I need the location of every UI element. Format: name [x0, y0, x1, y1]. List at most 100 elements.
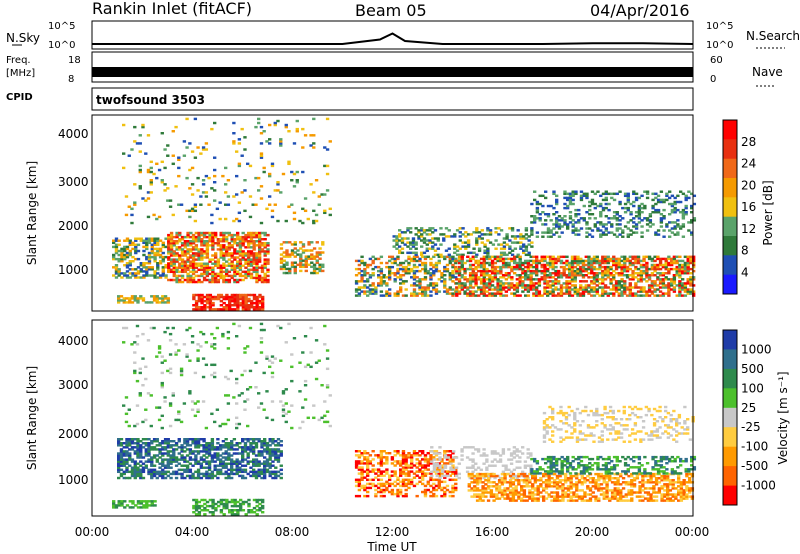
heatmap-cell [117, 239, 121, 242]
heatmap-cell [133, 474, 137, 478]
heatmap-cell [463, 269, 467, 273]
heatmap-cell [526, 274, 531, 277]
heatmap-cell [620, 278, 624, 281]
heatmap-cell [615, 229, 619, 232]
heatmap-cell [681, 282, 685, 285]
heatmap-cell [128, 442, 132, 445]
heatmap-cell [183, 456, 187, 459]
heatmap-cell [590, 269, 594, 273]
heatmap-cell [315, 253, 319, 256]
heatmap-cell [673, 211, 677, 214]
heatmap-cell [244, 293, 248, 297]
heatmap-cell [474, 272, 478, 275]
heatmap-cell [670, 257, 674, 261]
heatmap-cell [529, 276, 533, 279]
heatmap-cell [258, 498, 262, 502]
heatmap-cell [199, 462, 204, 465]
heatmap-cell [568, 202, 573, 206]
heatmap-cell [415, 294, 419, 297]
heatmap-cell [654, 231, 658, 234]
heatmap-cell [238, 244, 243, 247]
heatmap-cell [169, 233, 174, 237]
heatmap-cell [158, 255, 163, 259]
heatmap-cell [363, 286, 367, 289]
heatmap-cell [114, 506, 119, 509]
heatmap-cell [518, 257, 522, 261]
heatmap-cell [205, 456, 209, 459]
heatmap-cell [200, 299, 204, 303]
heatmap-cell [458, 239, 462, 242]
heatmap-cell [261, 301, 265, 305]
heatmap-cell [568, 267, 572, 271]
heatmap-cell [185, 209, 189, 213]
heatmap-cell [689, 276, 693, 279]
heatmap-cell [401, 494, 406, 498]
heatmap-cell [279, 440, 283, 443]
heatmap-cell [312, 142, 316, 145]
heatmap-cell [188, 444, 193, 447]
heatmap-cell [640, 194, 644, 198]
heatmap-cell [139, 476, 143, 480]
heatmap-cell [412, 282, 417, 285]
heatmap-cell [471, 272, 475, 275]
heatmap-cell [670, 221, 675, 224]
heatmap-cell [161, 243, 165, 247]
heatmap-cell [255, 231, 259, 235]
heatmap-cell [623, 206, 628, 210]
heatmap-cell [254, 474, 259, 478]
heatmap-cell [169, 238, 174, 241]
heatmap-cell [499, 229, 504, 232]
heatmap-cell [156, 249, 160, 253]
heatmap-cell [681, 265, 685, 269]
heatmap-cell [587, 263, 591, 267]
heatmap-cell [213, 448, 217, 451]
heatmap-cell [684, 206, 688, 210]
heatmap-cell [205, 248, 210, 251]
heatmap-cell [141, 446, 146, 449]
heatmap-cell [557, 294, 561, 297]
heatmap-cell [214, 308, 218, 311]
heatmap-cell [197, 295, 202, 299]
heatmap-cell [252, 458, 256, 461]
heatmap-cell [601, 274, 605, 277]
heatmap-cell [366, 466, 370, 469]
heatmap-cell [188, 438, 193, 441]
heatmap-cell [396, 272, 400, 275]
heatmap-cell [258, 254, 262, 257]
heatmap-cell [537, 294, 542, 297]
heatmap-cell [207, 452, 212, 455]
heatmap-cell [390, 265, 395, 269]
heatmap-cell [301, 170, 305, 174]
heatmap-cell [385, 261, 389, 265]
heatmap-cell [524, 284, 528, 287]
heatmap-cell [443, 267, 447, 271]
heatmap-cell [257, 468, 261, 472]
heatmap-cell [565, 263, 569, 267]
heatmap-cell [415, 452, 419, 455]
heatmap-cell [412, 454, 417, 457]
heatmap-cell [565, 255, 569, 259]
heatmap-cell [675, 255, 679, 259]
heatmap-cell [429, 261, 433, 265]
heatmap-cell [445, 470, 450, 473]
heatmap-cell [171, 162, 175, 166]
heatmap-cell [418, 288, 422, 291]
heatmap-cell [211, 297, 215, 301]
heatmap-cell [202, 450, 206, 453]
heatmap-cell [200, 293, 204, 297]
heatmap-cell [584, 288, 588, 291]
heatmap-cell [134, 276, 138, 279]
heatmap-cell [493, 255, 498, 259]
heatmap-cell [401, 460, 406, 463]
heatmap-cell [371, 284, 375, 287]
heatmap-cell [626, 194, 630, 198]
heatmap-cell [529, 280, 533, 283]
heatmap-cell [164, 274, 168, 277]
heatmap-cell [152, 470, 157, 474]
heatmap-cell [654, 211, 658, 214]
heatmap-cell [568, 288, 572, 291]
heatmap-cell [661, 292, 666, 295]
heatmap-cell [285, 263, 289, 267]
heatmap-cell [258, 306, 262, 309]
heatmap-cell [532, 255, 536, 259]
